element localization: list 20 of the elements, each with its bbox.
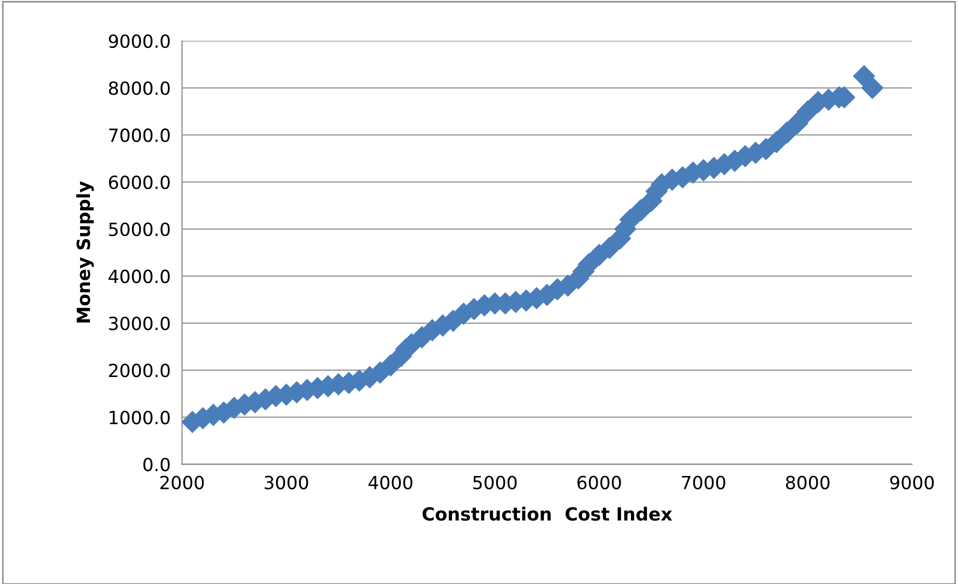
y-tick-label: 0.0 (143, 458, 170, 472)
y-tick-label: 6000.0 (108, 175, 170, 190)
y-axis-title: Money Supply (76, 181, 94, 323)
x-tick-label: 9000 (890, 476, 934, 490)
x-tick-label: 4000 (368, 476, 412, 490)
y-tick-label: 4000.0 (108, 270, 170, 284)
x-tick-label: 8000 (786, 476, 830, 490)
y-tick-label: 5000.0 (109, 222, 170, 236)
x-tick-label: 3000 (264, 476, 308, 490)
x-axis-title: Construction Cost Index (422, 506, 672, 521)
y-tick-label: 1000.0 (110, 410, 170, 424)
x-tick-label: 7000 (682, 476, 726, 490)
y-tick-label: 9000.0 (108, 34, 170, 48)
y-tick-label: 2000.0 (109, 364, 170, 378)
x-tick-label: 6000 (577, 476, 621, 490)
y-tick-label: 7000.0 (109, 128, 170, 142)
x-tick-label: 5000 (473, 476, 517, 490)
y-tick-label: 8000.0 (108, 81, 170, 96)
x-tick-label: 2000 (160, 476, 204, 490)
y-tick-label: 3000.0 (109, 316, 170, 330)
